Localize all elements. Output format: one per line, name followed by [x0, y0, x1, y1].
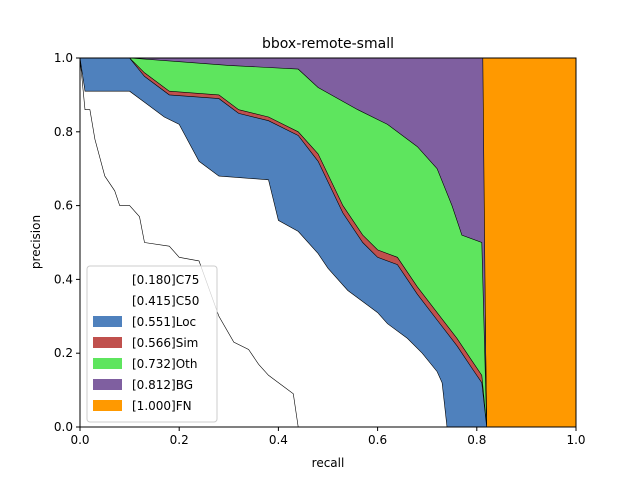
legend-swatch [93, 400, 122, 411]
legend-swatch [93, 379, 122, 390]
axes-layer [79, 57, 577, 428]
legend-label: [0.180]C75 [132, 273, 199, 287]
legend-swatch [93, 316, 122, 327]
legend-label: [0.566]Sim [132, 336, 198, 350]
x-tick-label: 0.8 [467, 433, 486, 447]
legend-label: [0.551]Loc [132, 315, 196, 329]
x-tick-label: 0.6 [368, 433, 387, 447]
x-tick-label: 0.4 [269, 433, 288, 447]
x-tick-label: 0.2 [170, 433, 189, 447]
plot-frame [79, 57, 577, 428]
y-tick-label: 0.8 [54, 125, 73, 139]
y-tick-label: 0.2 [54, 346, 73, 360]
legend-label: [0.812]BG [132, 378, 193, 392]
chart-title: bbox-remote-small [262, 36, 394, 52]
y-tick-label: 0.6 [54, 199, 73, 213]
legend-label: [0.732]Oth [132, 357, 197, 371]
x-tick-label: 1.0 [566, 433, 585, 447]
legend-label: [0.415]C50 [132, 294, 199, 308]
y-tick-label: 1.0 [54, 51, 73, 65]
y-axis-label: precision [29, 215, 43, 269]
x-tick-label: 0.0 [70, 433, 89, 447]
y-tick-label: 0.0 [54, 420, 73, 434]
legend-swatch [93, 337, 122, 348]
series-area-0 [481, 57, 577, 428]
y-tick-label: 0.4 [54, 272, 73, 286]
series-area-6 [79, 57, 299, 428]
legend: [0.180]C75 [0.415]C50 [0.551]Loc [0.566]Sim… [86, 265, 218, 423]
legend-swatch [93, 358, 122, 369]
ticks-layer: 0.00.0 0.2 0.2 0.4 0.4 0.6 0.6 0.8 0.8 1.0 1.0 [54, 51, 586, 447]
legend-label: [1.000]FN [132, 399, 192, 413]
x-axis-label: recall [312, 456, 345, 470]
